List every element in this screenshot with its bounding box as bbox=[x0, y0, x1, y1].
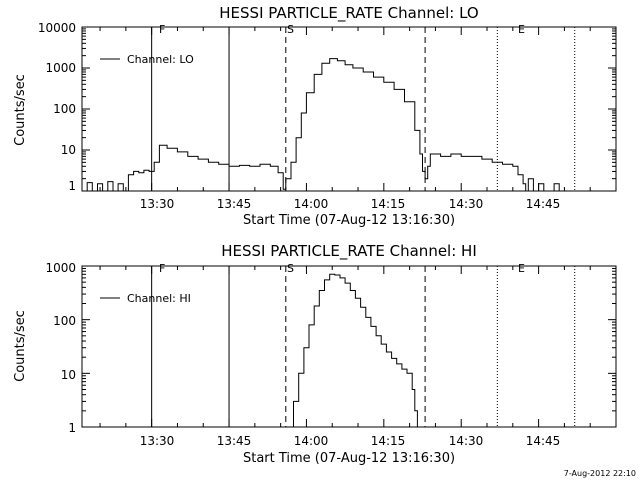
y-tick-label-lo-100: 100 bbox=[53, 102, 76, 116]
x-tick-label-lo-1415: 14:15 bbox=[371, 197, 406, 211]
x-tick-label-lo-1330: 13:30 bbox=[140, 197, 175, 211]
legend-label-hi: Channel: HI bbox=[127, 292, 191, 305]
chart-title-hi: HESSI PARTICLE_RATE Channel: HI bbox=[221, 242, 477, 261]
y-tick-label-lo-10: 10 bbox=[61, 143, 76, 157]
x-axis-label-hi: Start Time (07-Aug-12 13:16:30) bbox=[243, 451, 455, 466]
event-label-hi-s: S bbox=[287, 262, 294, 275]
x-tick-label-lo-1345: 13:45 bbox=[217, 197, 252, 211]
plot-frame-hi bbox=[81, 265, 617, 428]
x-tick-label-hi-1445: 14:45 bbox=[526, 434, 561, 448]
x-tick-label-hi-1345: 13:45 bbox=[217, 434, 252, 448]
y-axis-label-hi: Counts/sec bbox=[13, 310, 28, 382]
marks-hi bbox=[82, 265, 617, 428]
panel-hi: HESSI PARTICLE_RATE Channel: HI 1 10 100… bbox=[13, 242, 617, 466]
legend-label-lo: Channel: LO bbox=[127, 53, 194, 66]
y-tick-label-hi-1: 1 bbox=[68, 421, 76, 435]
x-tick-label-lo-1430: 14:30 bbox=[449, 197, 484, 211]
y-tick-label-lo-1: 1 bbox=[68, 179, 76, 193]
y-axis-label-lo: Counts/sec bbox=[13, 74, 28, 146]
y-tick-label-hi-10: 10 bbox=[61, 368, 76, 382]
x-axis-label-lo: Start Time (07-Aug-12 13:16:30) bbox=[243, 213, 455, 228]
chart-title-lo: HESSI PARTICLE_RATE Channel: LO bbox=[219, 4, 478, 23]
series-line-lo-0 bbox=[82, 58, 616, 192]
x-tick-label-hi-1415: 14:15 bbox=[371, 434, 406, 448]
x-tick-label-lo-1400: 14:00 bbox=[294, 197, 329, 211]
y-tick-label-hi-1000: 1000 bbox=[45, 261, 76, 275]
x-tick-label-hi-1330: 13:30 bbox=[140, 434, 175, 448]
y-tick-label-lo-1000: 1000 bbox=[45, 61, 76, 75]
event-label-lo-e: E bbox=[518, 23, 525, 36]
event-label-hi-e: E bbox=[518, 262, 525, 275]
footer-timestamp: 7-Aug-2012 22:10 bbox=[564, 469, 636, 478]
marks-lo bbox=[82, 26, 617, 192]
event-label-lo-s: S bbox=[287, 23, 294, 36]
y-tick-label-hi-100: 100 bbox=[53, 314, 76, 328]
y-tick-label-lo-10000: 10000 bbox=[38, 21, 76, 35]
x-tick-label-lo-1445: 14:45 bbox=[526, 197, 561, 211]
plot-frame-lo bbox=[81, 26, 617, 192]
series-line-hi-0 bbox=[288, 273, 418, 428]
x-tick-label-hi-1430: 14:30 bbox=[449, 434, 484, 448]
event-label-hi-f: F bbox=[159, 262, 165, 275]
x-tick-label-hi-1400: 14:00 bbox=[294, 434, 329, 448]
panel-lo: HESSI PARTICLE_RATE Channel: LO 1 10 100… bbox=[13, 4, 617, 228]
event-label-lo-f: F bbox=[159, 23, 165, 36]
